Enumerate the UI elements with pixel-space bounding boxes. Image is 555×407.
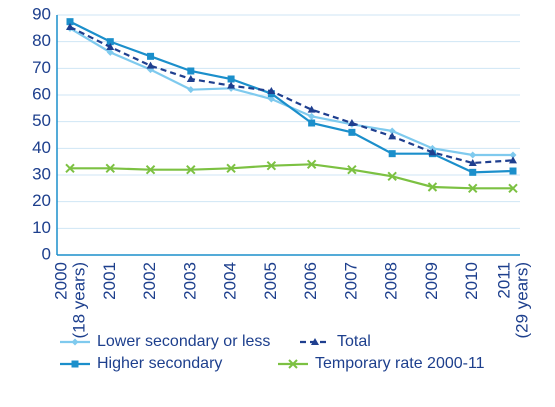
point bbox=[267, 87, 276, 94]
point bbox=[509, 167, 517, 175]
point bbox=[388, 150, 396, 158]
point bbox=[288, 359, 298, 369]
legend-item: Total bbox=[300, 333, 371, 350]
y-tick-label: 30 bbox=[32, 164, 51, 183]
y-tick-label: 90 bbox=[32, 4, 51, 23]
legend-item: Temporary rate 2000-11 bbox=[278, 355, 485, 372]
point bbox=[306, 159, 317, 170]
legend-label: Temporary rate 2000-11 bbox=[315, 355, 485, 372]
legend-item: Lower secondary or less bbox=[60, 333, 270, 350]
y-tick-label: 80 bbox=[32, 31, 51, 50]
x-tick-label: 2000 bbox=[51, 262, 70, 300]
point bbox=[308, 119, 316, 127]
x-tick-label: 2009 bbox=[422, 262, 441, 300]
point bbox=[227, 81, 236, 89]
y-tick-label: 60 bbox=[32, 84, 51, 103]
point bbox=[147, 52, 155, 60]
point bbox=[186, 75, 195, 82]
point bbox=[66, 23, 74, 30]
y-tick-label: 0 bbox=[42, 244, 51, 263]
x-tick-label: 2010 bbox=[462, 262, 481, 300]
point bbox=[66, 18, 74, 26]
x-tick-label: 2001 bbox=[100, 262, 119, 300]
point bbox=[266, 160, 277, 171]
point bbox=[348, 128, 356, 136]
point bbox=[267, 95, 275, 103]
point bbox=[469, 168, 477, 176]
point bbox=[187, 86, 195, 94]
point bbox=[347, 164, 357, 175]
legend-item: Higher secondary bbox=[60, 355, 222, 372]
point bbox=[387, 171, 397, 182]
point bbox=[509, 151, 517, 159]
legend-label: Higher secondary bbox=[97, 355, 222, 372]
point bbox=[388, 127, 396, 135]
y-tick-label: 50 bbox=[32, 111, 51, 130]
series-line bbox=[69, 26, 514, 165]
point bbox=[307, 105, 316, 113]
legend-label: Total bbox=[337, 333, 371, 350]
point bbox=[226, 163, 236, 174]
point bbox=[71, 360, 79, 368]
series-line bbox=[70, 163, 513, 190]
point bbox=[106, 38, 114, 46]
point bbox=[468, 159, 477, 166]
point bbox=[71, 338, 79, 346]
x-tick-label: 2005 bbox=[261, 262, 280, 300]
x-tick-label: 2004 bbox=[221, 262, 240, 300]
series-line bbox=[69, 27, 513, 157]
series-line bbox=[69, 20, 514, 174]
point bbox=[105, 163, 115, 174]
point bbox=[388, 132, 397, 140]
point bbox=[145, 164, 156, 175]
point bbox=[469, 151, 477, 159]
point bbox=[428, 148, 437, 156]
y-tick-label: 70 bbox=[32, 58, 51, 77]
legend-label: Lower secondary or less bbox=[97, 333, 270, 350]
point bbox=[508, 183, 518, 194]
x-tick-note: (18 years) bbox=[69, 262, 88, 339]
point bbox=[509, 156, 517, 164]
point bbox=[146, 61, 155, 69]
point bbox=[65, 163, 75, 174]
point bbox=[186, 164, 196, 175]
point bbox=[347, 119, 356, 126]
x-tick-label: 2008 bbox=[382, 262, 401, 300]
x-tick-label: 2011 bbox=[494, 262, 513, 299]
y-tick-label: 20 bbox=[32, 191, 51, 210]
point bbox=[468, 183, 478, 194]
x-tick-note: (29 years) bbox=[512, 262, 531, 339]
point bbox=[187, 67, 195, 75]
point bbox=[311, 338, 319, 345]
y-tick-label: 10 bbox=[32, 218, 51, 237]
point bbox=[427, 182, 438, 192]
point bbox=[227, 75, 235, 83]
point bbox=[308, 112, 316, 120]
x-tick-label: 2007 bbox=[341, 262, 360, 300]
x-tick-label: 2003 bbox=[180, 262, 199, 300]
point bbox=[106, 43, 115, 50]
x-tick-label: 2002 bbox=[140, 262, 159, 300]
x-tick-label: 2006 bbox=[301, 262, 320, 300]
y-tick-label: 40 bbox=[32, 138, 51, 157]
point bbox=[106, 48, 114, 56]
